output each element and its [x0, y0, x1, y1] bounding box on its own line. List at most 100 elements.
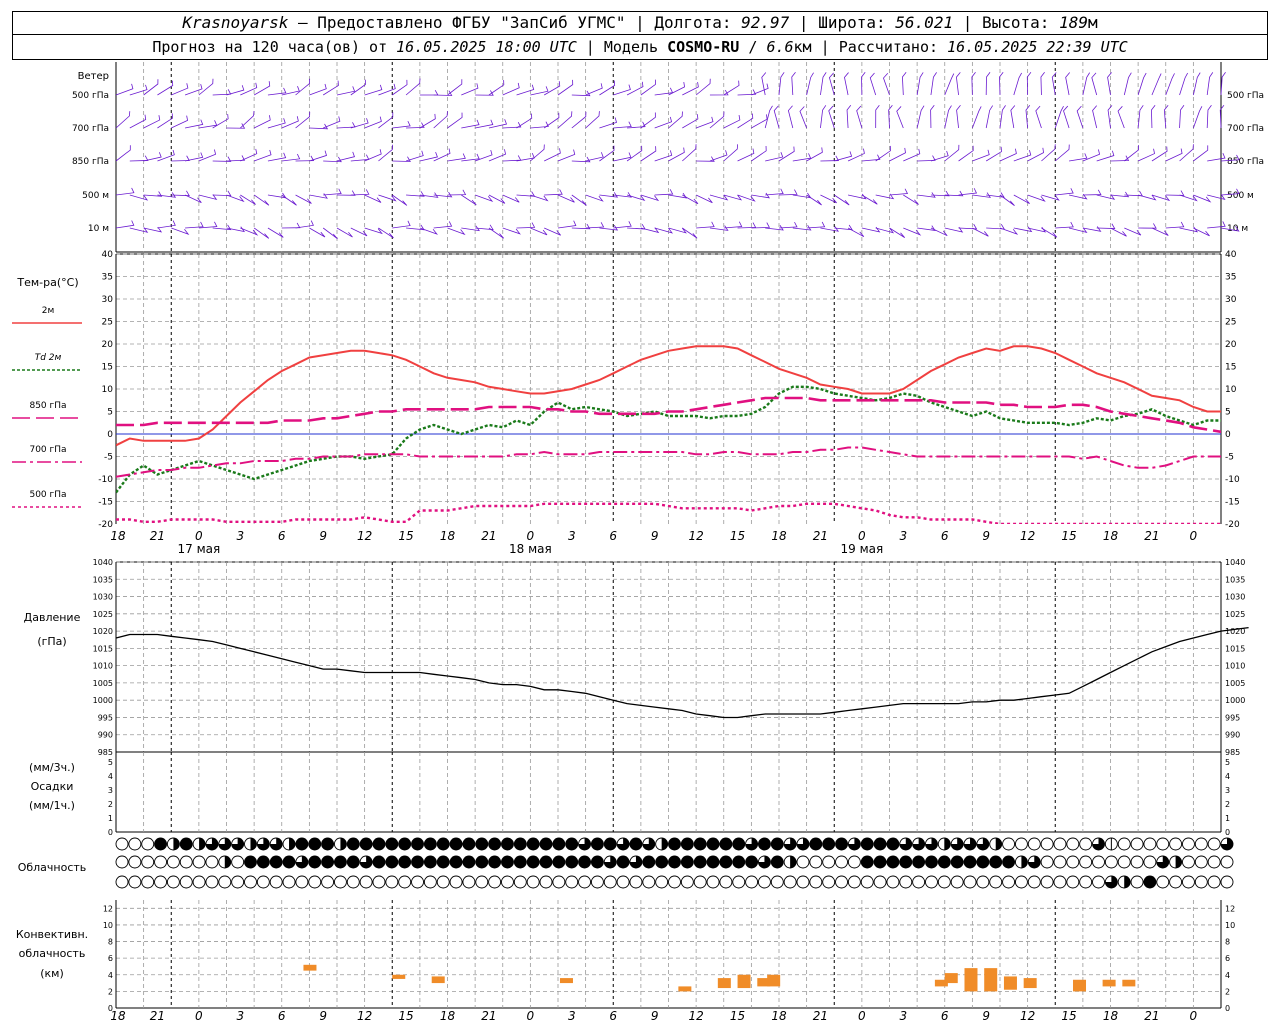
cloud-three-quarter: [976, 838, 989, 850]
wind-barb: [883, 72, 890, 96]
cloud-symbol: [719, 875, 733, 889]
cloud-symbol: [308, 875, 322, 889]
wind-barb-stroke: [184, 194, 202, 203]
cloud-circle: [847, 855, 861, 869]
wind-barb-stroke: [944, 226, 964, 233]
wind-barb: [585, 83, 603, 96]
cloud-symbol: [603, 875, 617, 889]
cloud-circle: [1002, 855, 1016, 869]
cloud-circle: [925, 875, 938, 889]
wind-barb: [999, 148, 1017, 162]
cloud-symbol: [616, 855, 630, 869]
cloud-symbol: [1040, 875, 1054, 889]
wind-barb: [999, 71, 1004, 96]
wind-barb: [737, 89, 757, 96]
wind-barb-stroke: [502, 194, 520, 203]
wind-barb: [364, 194, 382, 203]
wind-barb-stroke: [1220, 188, 1240, 196]
wind-barb: [309, 193, 328, 199]
wind-barb-stroke: [309, 123, 329, 130]
cloud-circle: [578, 855, 592, 869]
model-name: COSMO-RU: [667, 38, 740, 56]
temp-time-hour-tick: 21: [481, 529, 496, 543]
cloud-symbol: [488, 875, 502, 889]
wind-barb: [1137, 148, 1155, 162]
cloud-symbol: [847, 837, 861, 851]
wind-barb: [1055, 221, 1074, 229]
wind-barb-stroke: [419, 227, 438, 235]
wind-barb-stroke: [295, 111, 311, 129]
cloud-symbol: [1002, 837, 1016, 851]
wind-barb: [958, 145, 974, 162]
cloud-symbol: [256, 855, 270, 869]
cloud-three-quarter: [1092, 838, 1105, 850]
cloud-circle: [629, 875, 643, 889]
wind-barb: [944, 105, 952, 129]
cloud-circle: [963, 875, 977, 889]
wind-barb: [944, 190, 964, 197]
wind-barb-stroke: [585, 152, 604, 162]
wind-barb-stroke: [226, 85, 245, 96]
temp-ytick-left: 25: [102, 318, 113, 328]
wind-barb: [530, 121, 549, 129]
cloud-circle: [179, 855, 193, 869]
cloud-circle: [513, 875, 527, 889]
wind-barb-stroke: [778, 221, 798, 229]
temp-legend-label: 700 гПа: [29, 445, 66, 455]
cloud-circle: [937, 855, 951, 869]
cloud-symbol: [925, 837, 938, 851]
cloud-symbol: [411, 837, 424, 851]
cloud-circle: [1220, 855, 1234, 869]
temp-ytick-left: 30: [102, 295, 114, 305]
temp-time-hour-tick: 21: [150, 529, 165, 543]
cloud-symbol: [899, 837, 913, 851]
wind-barb-stroke: [971, 71, 976, 96]
wind-barb-stroke: [626, 145, 643, 162]
cloud-symbol: [488, 837, 502, 851]
wind-barb: [1107, 72, 1112, 96]
bottom-time-hour-tick: 6: [941, 1009, 949, 1023]
cloud-circle: [1104, 855, 1118, 869]
wind-barb: [475, 90, 494, 96]
bottom-time-hour-tick: 9: [319, 1009, 327, 1023]
wind-barb-stroke: [433, 90, 453, 96]
wind-barb: [668, 111, 683, 129]
temp-time-hour-tick: 0: [527, 529, 535, 543]
cloud-three-quarter: [1028, 856, 1041, 868]
wind-barb-stroke: [571, 194, 587, 206]
wind-barb: [847, 227, 865, 238]
wind-barb: [640, 79, 656, 96]
wind-barb-stroke: [1219, 104, 1225, 129]
wind-barb-stroke: [336, 151, 356, 162]
wind-barb: [1092, 105, 1098, 129]
wind-barb-stroke: [1193, 227, 1210, 237]
wind-barb-stroke: [875, 227, 895, 234]
wind-barb: [378, 144, 393, 162]
wind-barb-stroke: [903, 194, 919, 205]
wind-barb-stroke: [709, 89, 729, 96]
wind-barb-stroke: [888, 104, 893, 129]
bottom-time-hour-tick: 12: [1020, 1009, 1035, 1023]
precip-unit-3h: (мм/3ч.): [29, 761, 75, 774]
wind-barb-stroke: [281, 222, 301, 229]
wind-barb-stroke: [1151, 104, 1156, 129]
cloud-symbol: [1143, 875, 1157, 889]
temp-series-line: [116, 385, 1221, 494]
wind-barb-stroke: [847, 193, 867, 200]
wind-barb-stroke: [585, 83, 603, 96]
wind-barb: [723, 144, 739, 162]
temp-ytick-left: 5: [107, 408, 113, 418]
wind-barb: [253, 194, 270, 206]
wind-barb-stroke: [309, 193, 328, 199]
temp-time-hour-tick: 0: [195, 529, 203, 543]
cloud-circle: [1156, 875, 1170, 889]
wind-barb: [1192, 72, 1201, 96]
wind-barb-stroke: [309, 83, 327, 96]
cloud-symbol: [1130, 837, 1144, 851]
cloud-circle: [963, 855, 977, 869]
wind-barb-stroke: [1026, 71, 1032, 96]
conv-cloud-bar: [984, 968, 998, 992]
wind-barb-stroke: [696, 221, 715, 229]
conv-cloud-bar: [1023, 978, 1037, 989]
